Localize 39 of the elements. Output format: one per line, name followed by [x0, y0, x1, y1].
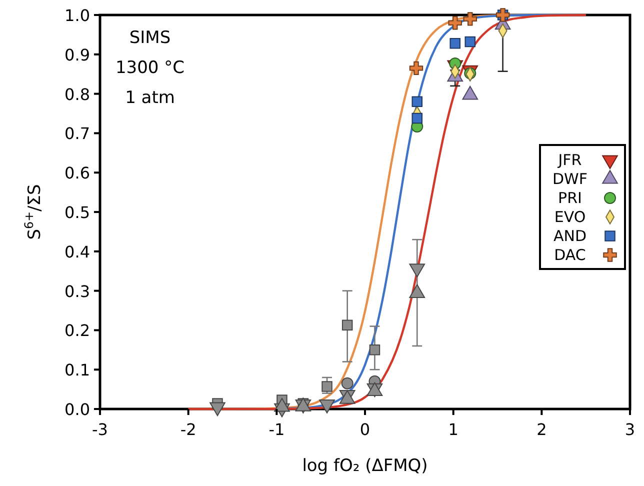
annotation: SIMS	[129, 28, 171, 48]
legend-label: DAC	[554, 246, 586, 264]
x-tick-label: 1	[448, 420, 458, 439]
legend-label: EVO	[554, 208, 586, 226]
point	[409, 61, 424, 76]
y-tick-label: 0.6	[64, 164, 90, 183]
x-tick-label: 2	[536, 420, 547, 439]
point	[448, 16, 462, 30]
legend-label: JFR	[557, 151, 582, 169]
legend-label: AND	[553, 227, 587, 245]
legend-label: PRI	[558, 189, 582, 207]
y-tick-label: 1.0	[64, 6, 90, 25]
x-tick-label: -2	[180, 420, 196, 439]
x-tick-label: 3	[624, 420, 636, 439]
x-tick-label: -3	[92, 420, 108, 439]
x-tick-label: -1	[268, 420, 285, 439]
y-tick-label: 0.0	[64, 400, 90, 419]
y-tick-label: 0.7	[64, 124, 90, 144]
y-tick-label: 0.8	[64, 84, 90, 104]
point	[463, 12, 477, 26]
y-tick-label: 0.3	[64, 282, 90, 301]
annotation: 1 atm	[125, 88, 175, 108]
legend-label: DWF	[552, 170, 588, 188]
y-tick-label: 0.9	[64, 45, 90, 64]
point	[464, 36, 476, 48]
point	[412, 112, 422, 124]
y-tick-label: 0.2	[64, 321, 90, 340]
x-tick-label: 0	[360, 420, 370, 439]
point	[450, 38, 460, 49]
point	[342, 320, 353, 330]
y-tick-label: 0.1	[64, 360, 90, 380]
point	[341, 377, 354, 390]
annotation: 1300 °C	[115, 58, 185, 78]
point	[412, 96, 422, 108]
y-tick-label: 0.4	[64, 242, 90, 262]
point	[322, 381, 332, 392]
y-tick-label: 0.5	[64, 203, 90, 222]
point	[369, 344, 380, 356]
x-axis-title: log fO₂ (ΔFMQ)	[302, 456, 428, 476]
